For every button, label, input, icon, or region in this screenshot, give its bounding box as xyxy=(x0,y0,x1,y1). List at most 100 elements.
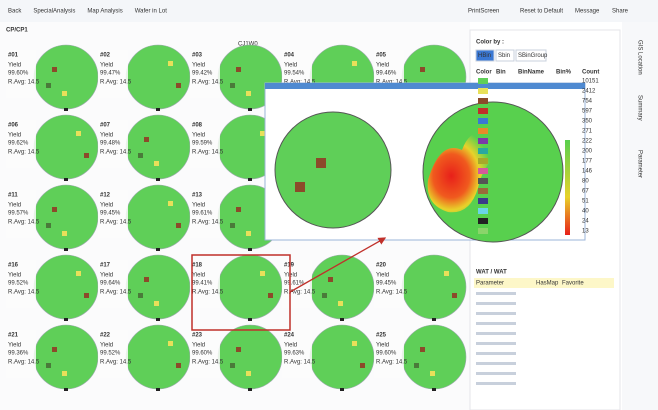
die-mark xyxy=(338,301,343,306)
color-by: Color by : xyxy=(476,40,504,46)
yield-label: Yield xyxy=(8,63,21,69)
bin-color xyxy=(478,148,488,154)
wafer-id: #17 xyxy=(100,263,111,269)
defect xyxy=(295,182,305,192)
r-avg: R.Avg: 14.5 xyxy=(192,150,224,156)
breadcrumb[interactable]: Map Analysis xyxy=(87,9,122,15)
wafer-map[interactable] xyxy=(125,254,191,320)
label-bg xyxy=(190,260,220,308)
r-avg: R.Avg: 14.5 xyxy=(100,80,132,86)
tab-label[interactable]: Sbin xyxy=(498,53,510,59)
wafer-map[interactable] xyxy=(217,254,283,320)
die-mark xyxy=(168,341,173,346)
wafer-map[interactable] xyxy=(125,324,191,390)
wafer-detail xyxy=(274,111,392,229)
bin-count: 40 xyxy=(582,209,589,215)
die-mark xyxy=(420,347,425,352)
bin-color xyxy=(478,168,488,174)
tab[interactable] xyxy=(515,49,547,62)
bin-count: 222 xyxy=(582,139,593,145)
bin-color xyxy=(478,178,488,184)
die-mark xyxy=(76,271,81,276)
wafer-id: #25 xyxy=(376,333,387,339)
label-bg xyxy=(6,190,36,238)
die-mark xyxy=(168,201,173,206)
wat-row xyxy=(476,332,516,335)
wafer-id: #07 xyxy=(100,123,111,129)
header-action[interactable]: PrintScreen xyxy=(468,9,499,15)
breadcrumb[interactable]: SpecialAnalysis xyxy=(33,9,75,15)
r-avg: R.Avg: 14.5 xyxy=(8,360,40,366)
yield-label: Yield xyxy=(100,203,113,209)
popup-title-bar xyxy=(265,83,585,89)
bin-color xyxy=(478,158,488,164)
wafer-map[interactable] xyxy=(125,114,191,180)
header-action[interactable]: Message xyxy=(575,9,600,15)
bin-color xyxy=(478,118,488,124)
r-avg: R.Avg: 14.5 xyxy=(8,80,40,86)
breadcrumb[interactable]: Back xyxy=(8,9,22,15)
yield-value: 99.60% xyxy=(192,351,213,357)
yield-label: Yield xyxy=(8,133,21,139)
yield-label: Yield xyxy=(376,63,389,69)
wafer-map[interactable] xyxy=(33,44,99,110)
tab[interactable] xyxy=(475,49,495,62)
wafer-map[interactable] xyxy=(33,114,99,180)
bin-color xyxy=(478,78,488,84)
yield-label: Yield xyxy=(192,63,205,69)
column-header: Count xyxy=(582,70,599,76)
wafer-map[interactable] xyxy=(33,324,99,390)
label-bg xyxy=(282,330,312,378)
label-bg xyxy=(374,330,404,378)
notch xyxy=(64,388,68,391)
wafer-map[interactable] xyxy=(217,324,283,390)
bin-count: 67 xyxy=(582,189,589,195)
r-avg: R.Avg: 14.5 xyxy=(192,360,224,366)
yield-value: 99.57% xyxy=(8,211,29,217)
die-mark xyxy=(52,207,57,212)
wafer-map[interactable] xyxy=(401,324,467,390)
die-mark xyxy=(246,371,251,376)
header-action[interactable]: Share xyxy=(612,9,629,15)
yield-value: 99.59% xyxy=(192,141,213,147)
top-bar xyxy=(0,0,658,22)
wafer-map[interactable] xyxy=(33,254,99,320)
bin-color xyxy=(478,198,488,204)
wafer-id: #08 xyxy=(192,123,203,129)
r-avg: R.Avg: 14.5 xyxy=(192,80,224,86)
r-avg: R.Avg: 14.5 xyxy=(284,290,316,296)
bin-color xyxy=(478,188,488,194)
wafer-map[interactable] xyxy=(125,184,191,250)
die-mark xyxy=(352,341,357,346)
wafer-map[interactable] xyxy=(309,324,375,390)
wafer-map[interactable] xyxy=(125,44,191,110)
wat-row xyxy=(476,302,516,305)
lot-label: CJ1W0 xyxy=(238,42,258,48)
wafer-map[interactable] xyxy=(401,254,467,320)
label-bg xyxy=(190,120,220,168)
notch xyxy=(248,388,252,391)
r-avg: R.Avg: 14.5 xyxy=(8,290,40,296)
yield-label: Yield xyxy=(192,343,205,349)
wat-row xyxy=(476,292,516,295)
bin-count: 24 xyxy=(582,219,589,225)
wafer-map[interactable] xyxy=(33,184,99,250)
notch xyxy=(156,108,160,111)
wafer-map[interactable] xyxy=(309,254,375,320)
tab-label[interactable]: SBinGroup xyxy=(518,53,548,59)
label-bg xyxy=(98,330,128,378)
label-bg xyxy=(98,190,128,238)
yield-label: Yield xyxy=(192,203,205,209)
side-tab[interactable]: Parameter xyxy=(636,150,642,178)
side-tab[interactable]: Summary xyxy=(636,95,642,121)
side-tab[interactable]: GIS Location xyxy=(636,40,642,75)
wat-row xyxy=(476,382,516,385)
lot-title: CP/CP1 xyxy=(6,28,28,34)
notch xyxy=(156,248,160,251)
notch xyxy=(248,178,252,181)
tab[interactable] xyxy=(495,49,515,62)
header-action[interactable]: Reset to Default xyxy=(520,9,563,15)
notch xyxy=(64,248,68,251)
tab-label[interactable]: HBin xyxy=(478,53,491,59)
bin-count: 80 xyxy=(582,179,589,185)
